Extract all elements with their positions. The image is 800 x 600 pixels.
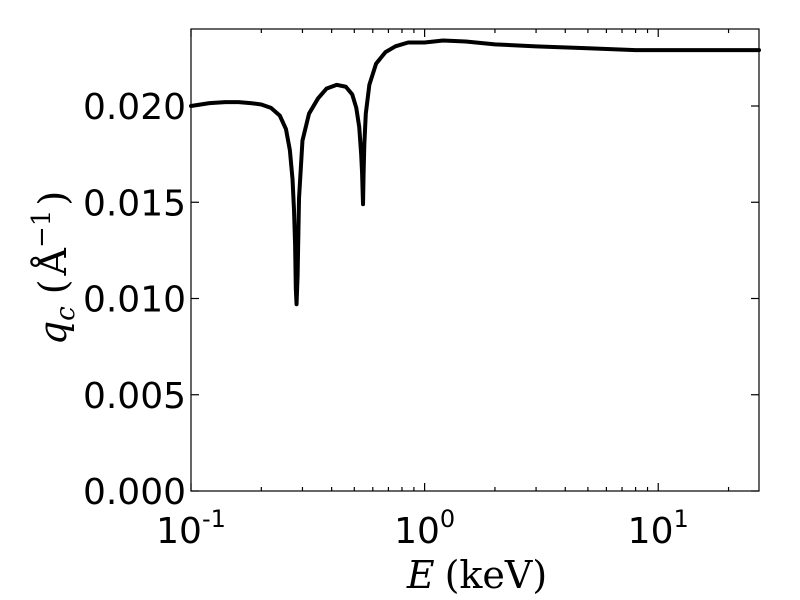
y-axis-label-open-paren: ( [31, 279, 75, 294]
plot-area [189, 28, 761, 492]
x-axis-label: E (keV) [406, 553, 547, 597]
y-axis-label-text: qc ( Å−1) [27, 191, 81, 345]
y-axis-label-close-paren: ) [31, 191, 75, 206]
y-axis-label-subscript: c [51, 306, 81, 321]
series-line [189, 38, 761, 307]
x-axis-ticks: 10-1 100 101 [156, 29, 730, 552]
plot-frame [190, 28, 760, 492]
x-tick-label: 100 [394, 505, 455, 552]
x-tick-label: 10-1 [156, 505, 226, 552]
y-axis-label-unit: Å [31, 247, 75, 276]
y-axis-label-symbol: q [31, 321, 75, 345]
y-axis-label-unit-exponent: −1 [27, 210, 57, 248]
y-axis-label: qc ( Å−1) [27, 191, 81, 345]
y-axis-ticks: 0.000 0.005 0.010 0.015 0.020 [83, 87, 759, 513]
y-tick-label: 0.005 [83, 376, 186, 417]
y-tick-label: 0.015 [83, 183, 186, 224]
x-axis-label-unit: (keV) [445, 553, 548, 597]
y-tick-label: 0.010 [83, 280, 186, 321]
y-tick-label: 0.000 [83, 472, 186, 513]
x-tick-label: 101 [628, 505, 689, 552]
x-axis-label-symbol: E [406, 553, 435, 597]
y-tick-label: 0.020 [83, 87, 186, 128]
